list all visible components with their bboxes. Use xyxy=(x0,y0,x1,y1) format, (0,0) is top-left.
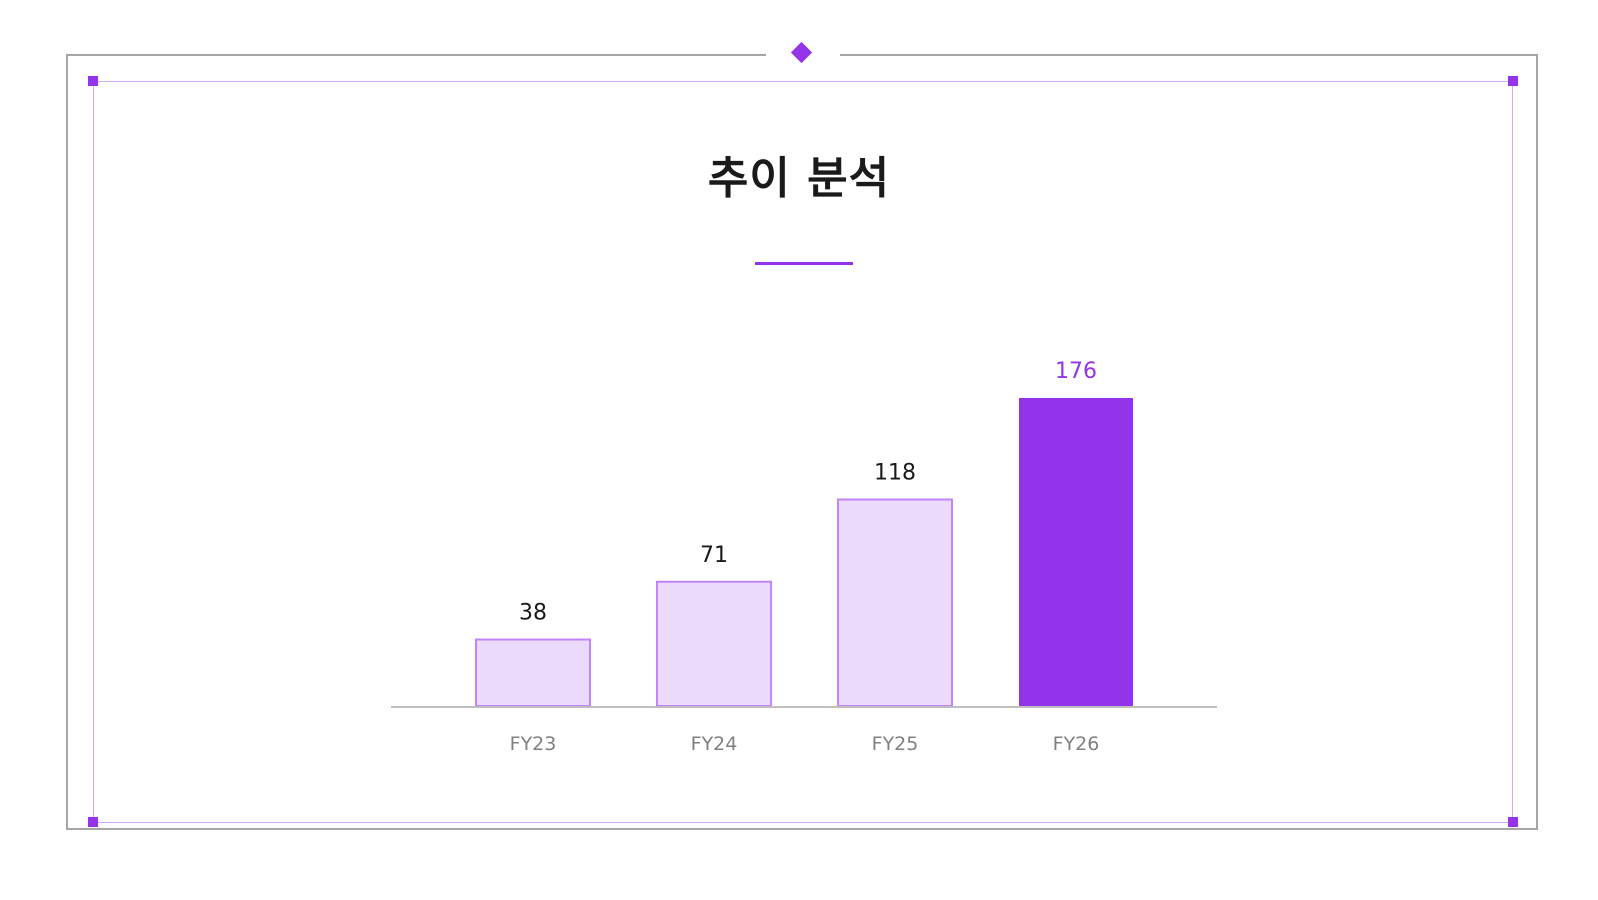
tick-label-fy24: FY24 xyxy=(691,733,738,755)
value-label-fy24: 71 xyxy=(700,543,728,568)
x-tick-labels-group: FY23 FY24 FY25 FY26 xyxy=(510,733,1100,755)
tick-label-fy23: FY23 xyxy=(510,733,557,755)
bar-fy25 xyxy=(837,498,953,707)
value-label-fy25: 118 xyxy=(874,461,916,486)
inner-frame xyxy=(93,81,1513,823)
tick-label-fy25: FY25 xyxy=(872,733,919,755)
value-label-fy23: 38 xyxy=(519,601,547,626)
value-labels-group: 38 71 118 176 xyxy=(519,359,1097,626)
bar-fy23 xyxy=(475,638,591,707)
corner-marker-bottom-left xyxy=(88,817,98,827)
corner-marker-top-right xyxy=(1508,76,1518,86)
chart-title: 추이 분석 xyxy=(707,153,891,204)
tick-label-fy26: FY26 xyxy=(1053,733,1100,755)
corner-marker-top-left xyxy=(88,76,98,86)
bar-fy24 xyxy=(656,580,772,707)
bars-group xyxy=(475,398,1133,707)
value-label-fy26: 176 xyxy=(1055,359,1097,384)
title-underline xyxy=(755,262,853,265)
corner-marker-bottom-right xyxy=(1508,817,1518,827)
bar-fy26 xyxy=(1019,398,1133,706)
